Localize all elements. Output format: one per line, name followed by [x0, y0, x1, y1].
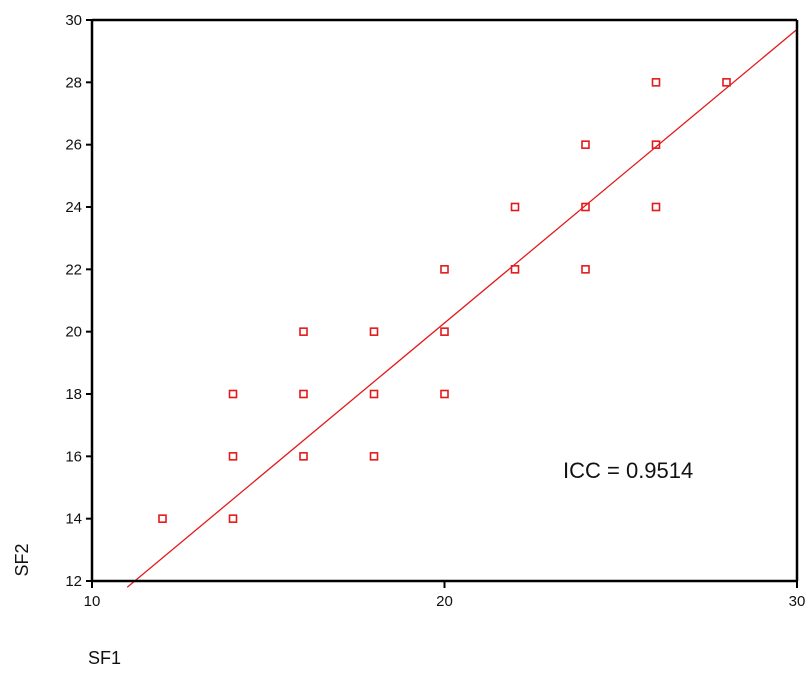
data-point — [581, 202, 590, 212]
y-tick-label: 26 — [65, 137, 82, 154]
y-tick-label: 24 — [65, 199, 82, 216]
y-tick-label: 28 — [65, 74, 82, 91]
plot-background — [92, 20, 797, 581]
data-point — [581, 140, 590, 149]
data-point — [440, 389, 449, 399]
data-point — [651, 140, 661, 149]
data-point — [581, 265, 590, 274]
data-point — [228, 389, 238, 399]
icc-annotation: ICC = 0.9514 — [563, 458, 693, 483]
axes-layer — [90, 18, 799, 583]
fit-line-layer — [126, 28, 798, 588]
x-tick-label: 20 — [436, 593, 453, 610]
points-layer — [158, 78, 731, 523]
y-tick-label: 14 — [65, 511, 82, 528]
data-point — [722, 78, 731, 87]
fit-line — [126, 28, 798, 588]
data-point — [228, 452, 238, 461]
data-point — [299, 389, 308, 399]
x-axis-title: SF1 — [88, 648, 121, 668]
y-axis-title: SF2 — [12, 543, 32, 576]
x-tick-label: 10 — [84, 593, 101, 610]
data-point — [651, 78, 661, 87]
data-point — [440, 327, 449, 336]
data-point — [299, 452, 308, 461]
y-tick-label: 18 — [65, 386, 82, 403]
y-tick-label: 22 — [65, 261, 82, 278]
data-point — [369, 452, 379, 461]
data-point — [158, 514, 167, 523]
plot-area — [92, 20, 797, 581]
ticks-layer: 12 14 16 18 20 22 24 26 28 30 10 20 30 — [65, 12, 805, 610]
data-point — [369, 327, 379, 336]
x-tick-label: 30 — [789, 593, 806, 610]
y-tick-label: 16 — [65, 448, 82, 465]
y-tick-label: 20 — [65, 324, 82, 341]
data-point — [510, 202, 520, 212]
data-point — [299, 327, 308, 336]
y-tick-label: 12 — [65, 573, 82, 590]
data-point — [510, 265, 520, 274]
data-point — [651, 202, 661, 212]
data-point — [228, 514, 238, 523]
data-point — [440, 265, 449, 274]
data-point — [369, 389, 379, 399]
y-tick-label: 30 — [65, 12, 82, 29]
